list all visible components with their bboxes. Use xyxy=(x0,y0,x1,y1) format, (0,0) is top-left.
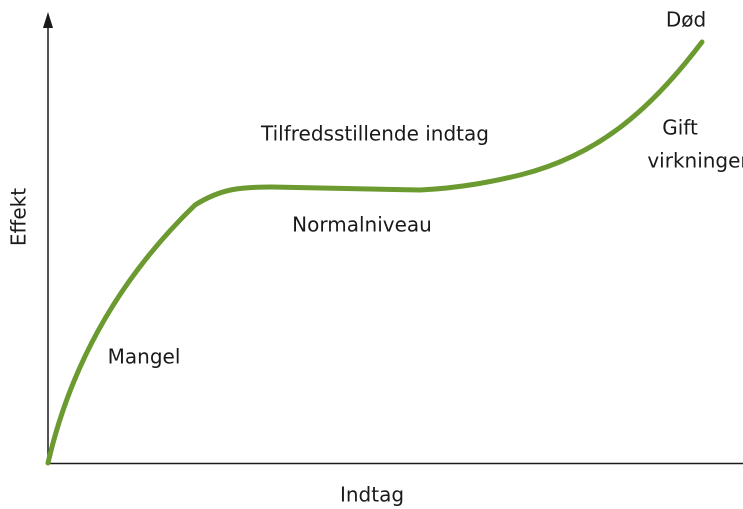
y-axis-label: Effekt xyxy=(7,188,31,246)
y-axis-arrow xyxy=(43,12,53,28)
death-label: Død xyxy=(666,8,706,32)
normal-label: Normalniveau xyxy=(292,213,432,237)
deficiency-label: Mangel xyxy=(108,345,181,369)
satisfactory-label: Tilfredsstillende indtag xyxy=(260,122,489,146)
x-axis-label: Indtag xyxy=(340,483,404,507)
toxic-label: Gift xyxy=(662,116,698,140)
toxic-label: virkninger xyxy=(647,149,743,173)
effect-curve xyxy=(45,39,705,466)
